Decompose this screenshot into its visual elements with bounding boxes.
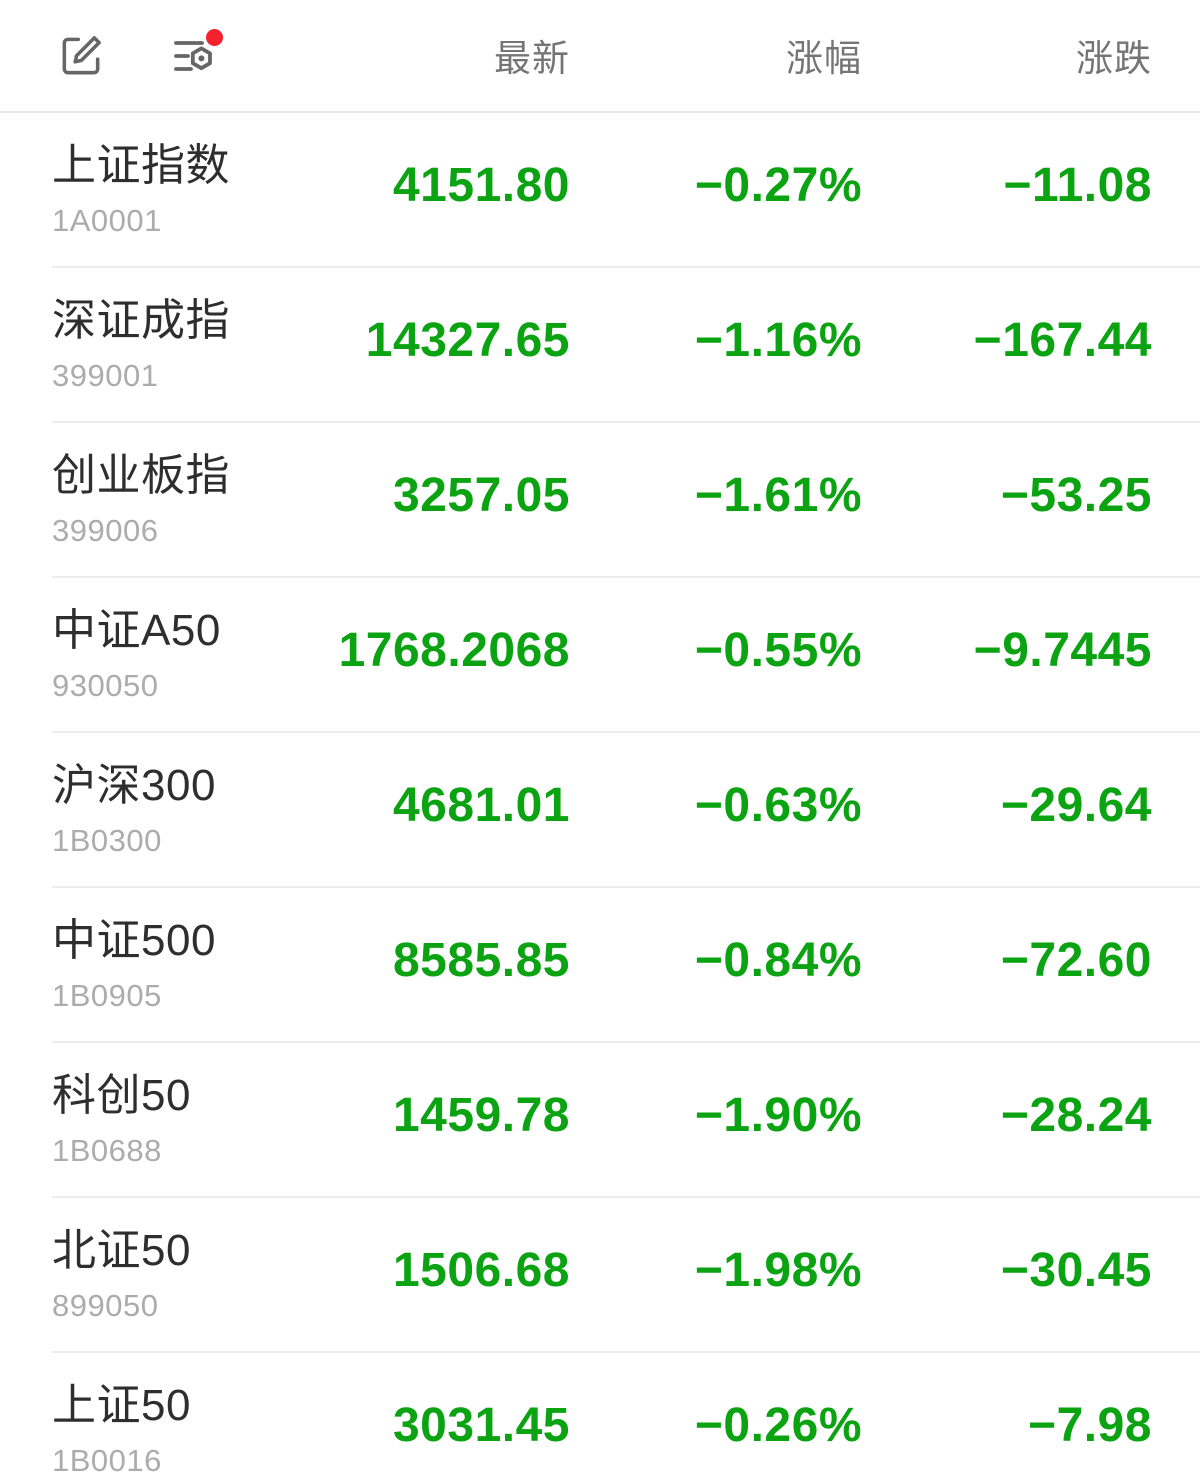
index-name: 科创50 [52, 1071, 191, 1121]
index-change-value: −29.64 [1000, 778, 1152, 832]
index-name: 上证50 [52, 1381, 191, 1431]
index-name: 深证成指 [52, 296, 230, 346]
index-identity: 创业板指 399006 [0, 452, 330, 549]
index-change-percent: −0.26% [694, 1398, 862, 1452]
filter-settings-button[interactable] [166, 27, 224, 85]
index-identity: 中证A50 930050 [0, 607, 330, 704]
index-change-value: −30.45 [1000, 1243, 1152, 1297]
index-code: 899050 [52, 1287, 159, 1323]
index-change-percent: −0.84% [694, 933, 862, 987]
index-name: 上证指数 [52, 141, 230, 191]
index-row[interactable]: 上证指数 1A0001 4151.80 −0.27% −11.08 [0, 113, 1200, 268]
index-row[interactable]: 北证50 899050 1506.68 −1.98% −30.45 [0, 1198, 1200, 1353]
index-change-percent: −1.90% [694, 1088, 862, 1142]
index-name: 沪深300 [52, 761, 216, 811]
edit-icon [62, 35, 101, 74]
index-code: 1A0001 [52, 202, 162, 238]
index-change-percent: −0.63% [694, 778, 862, 832]
index-identity: 科创50 1B0688 [0, 1072, 330, 1169]
index-last-price: 1459.78 [392, 1088, 570, 1142]
index-name: 中证A50 [52, 606, 221, 656]
index-last-price: 3031.45 [392, 1398, 570, 1452]
index-last-price: 3257.05 [392, 468, 570, 522]
index-change-percent: −0.27% [694, 158, 862, 212]
index-row[interactable]: 科创50 1B0688 1459.78 −1.90% −28.24 [0, 1043, 1200, 1198]
index-last-price: 8585.85 [392, 933, 570, 987]
index-code: 1B0300 [52, 822, 162, 858]
index-change-value: −7.98 [1028, 1398, 1152, 1452]
index-change-value: −9.7445 [973, 623, 1152, 677]
index-row[interactable]: 中证A50 930050 1768.2068 −0.55% −9.7445 [0, 578, 1200, 733]
index-code: 1B0016 [52, 1442, 162, 1477]
index-change-percent: −0.55% [694, 623, 862, 677]
index-identity: 中证500 1B0905 [0, 917, 330, 1014]
index-identity: 上证50 1B0016 [0, 1382, 330, 1477]
index-code: 399001 [52, 357, 159, 393]
filter-settings-icon [174, 40, 212, 71]
list-header: 最新 涨幅 涨跌 [0, 0, 1200, 113]
index-name: 中证500 [52, 916, 216, 966]
index-last-price: 1768.2068 [338, 623, 570, 677]
index-row[interactable]: 中证500 1B0905 8585.85 −0.84% −72.60 [0, 888, 1200, 1043]
index-code: 930050 [52, 667, 159, 703]
column-header-change[interactable]: 涨跌 [1076, 37, 1152, 79]
index-last-price: 4151.80 [392, 158, 570, 212]
index-change-value: −167.44 [973, 313, 1152, 367]
index-identity: 上证指数 1A0001 [0, 142, 330, 239]
index-identity: 深证成指 399001 [0, 297, 330, 394]
index-row[interactable]: 创业板指 399006 3257.05 −1.61% −53.25 [0, 423, 1200, 578]
index-change-percent: −1.61% [694, 468, 862, 522]
index-change-value: −72.60 [1000, 933, 1152, 987]
index-last-price: 4681.01 [392, 778, 570, 832]
index-change-value: −11.08 [1003, 158, 1152, 212]
index-name: 北证50 [52, 1226, 191, 1276]
header-icon-group [0, 27, 224, 85]
column-header-last[interactable]: 最新 [494, 37, 570, 79]
index-change-value: −53.25 [1000, 468, 1152, 522]
index-last-price: 14327.65 [365, 313, 570, 367]
index-change-percent: −1.16% [694, 313, 862, 367]
index-code: 399006 [52, 512, 159, 548]
edit-button[interactable] [52, 27, 110, 85]
index-name: 创业板指 [52, 451, 230, 501]
index-last-price: 1506.68 [392, 1243, 570, 1297]
index-change-value: −28.24 [1000, 1088, 1152, 1142]
index-list: 上证指数 1A0001 4151.80 −0.27% −11.08 深证成指 399001 1… [0, 113, 1200, 1477]
column-header-change-percent[interactable]: 涨幅 [786, 37, 862, 79]
index-code: 1B0905 [52, 977, 162, 1013]
index-code: 1B0688 [52, 1132, 162, 1168]
index-row[interactable]: 深证成指 399001 14327.65 −1.16% −167.44 [0, 268, 1200, 423]
index-identity: 沪深300 1B0300 [0, 762, 330, 859]
notification-badge-dot [206, 28, 223, 46]
index-row[interactable]: 上证50 1B0016 3031.45 −0.26% −7.98 [0, 1353, 1200, 1477]
index-identity: 北证50 899050 [0, 1227, 330, 1324]
header-column-labels: 最新 涨幅 涨跌 [0, 0, 1200, 109]
index-row[interactable]: 沪深300 1B0300 4681.01 −0.63% −29.64 [0, 733, 1200, 888]
index-change-percent: −1.98% [694, 1243, 862, 1297]
